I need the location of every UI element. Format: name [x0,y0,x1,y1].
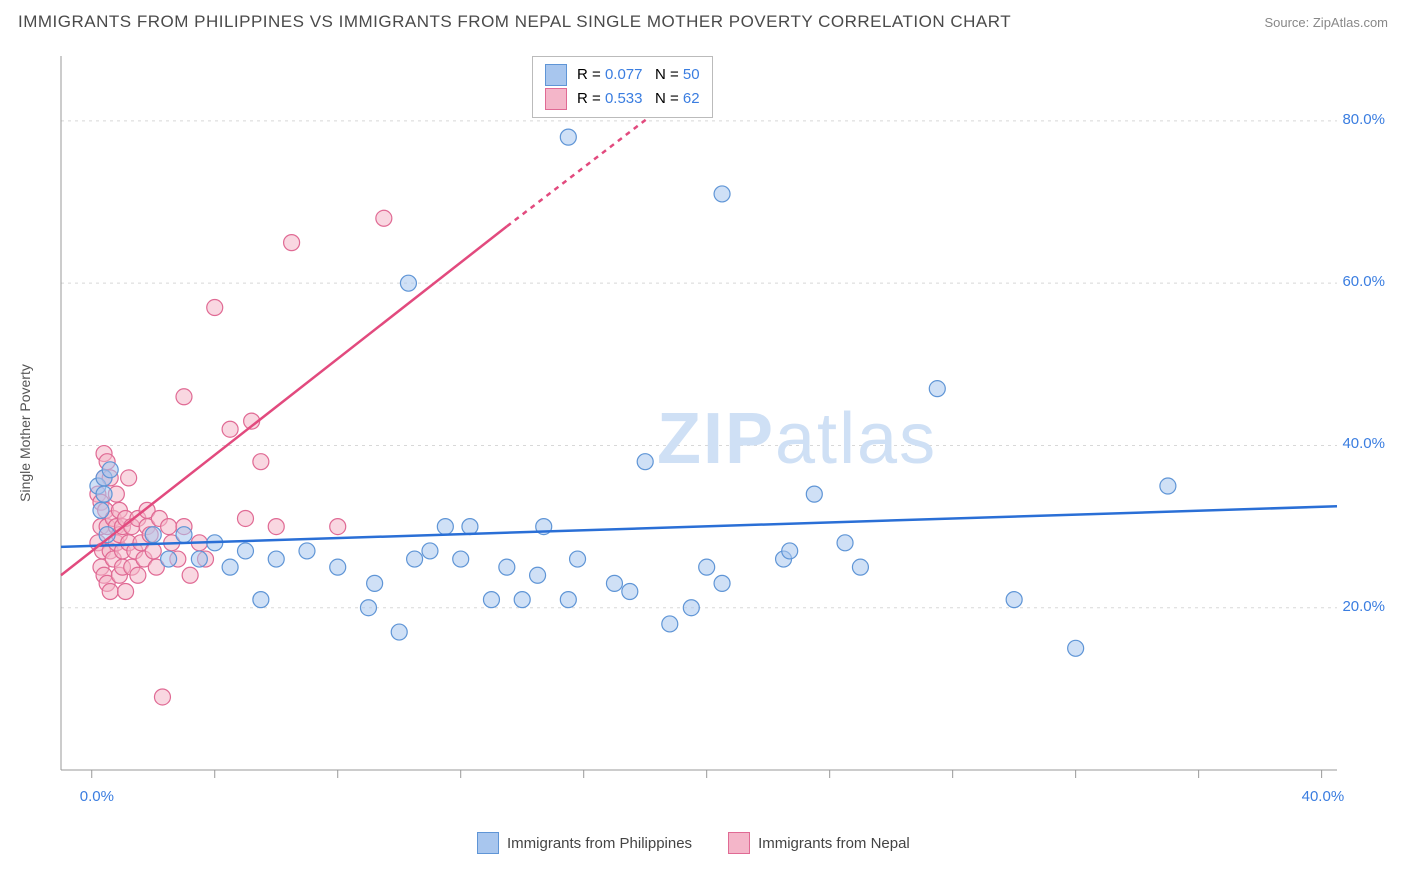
stats-row: R = 0.533 N = 62 [545,87,700,111]
source-label: Source: ZipAtlas.com [1264,15,1388,30]
series-swatch [545,88,567,110]
legend-item: Immigrants from Nepal [728,832,910,854]
legend-swatch [477,832,499,854]
y-tick-label: 60.0% [1342,273,1385,290]
y-tick-label: 20.0% [1342,598,1385,615]
legend-item: Immigrants from Philippines [477,832,692,854]
chart-title: IMMIGRANTS FROM PHILIPPINES VS IMMIGRANT… [18,12,1011,32]
scatter-plot: ZIPatlas R = 0.077 N = 50R = 0.533 N = 6… [57,48,1387,818]
chart-svg [57,48,1387,818]
x-tick-label-left: 0.0% [80,788,114,805]
y-tick-label: 80.0% [1342,111,1385,128]
legend-swatch [728,832,750,854]
stat-text: R = 0.533 N = 62 [577,87,700,111]
x-tick-label-right: 40.0% [1302,788,1345,805]
series-swatch [545,64,567,86]
stats-row: R = 0.077 N = 50 [545,63,700,87]
y-axis-label: Single Mother Poverty [17,364,33,502]
legend-label: Immigrants from Philippines [507,835,692,852]
stats-legend-box: R = 0.077 N = 50R = 0.533 N = 62 [532,56,713,118]
stat-text: R = 0.077 N = 50 [577,63,700,87]
legend-label: Immigrants from Nepal [758,835,910,852]
bottom-legend: Immigrants from Philippines Immigrants fr… [477,832,910,854]
y-tick-label: 40.0% [1342,435,1385,452]
